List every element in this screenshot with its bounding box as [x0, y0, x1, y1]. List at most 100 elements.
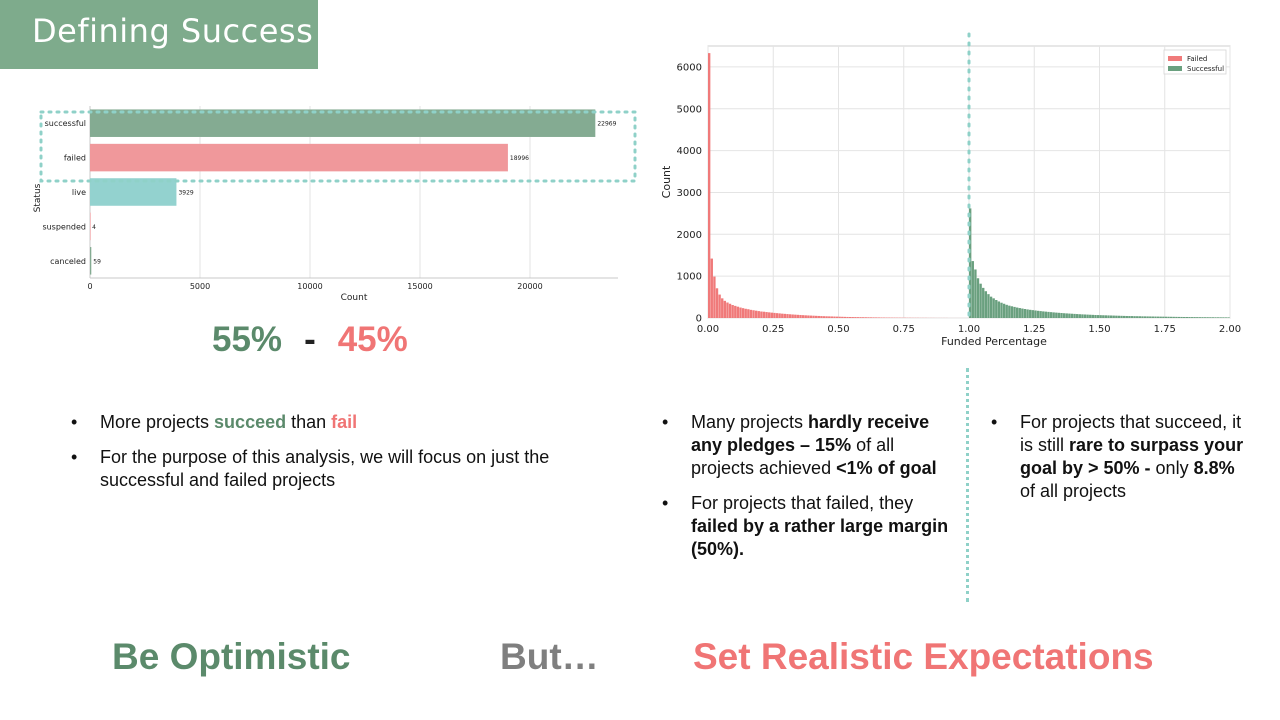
vertical-divider	[966, 368, 969, 602]
hist-bin	[1070, 313, 1074, 318]
hist-bin	[1076, 314, 1079, 318]
highlight-dotted-box	[39, 110, 637, 183]
hist-bin	[1169, 316, 1173, 318]
hist-bin	[1096, 315, 1100, 318]
hist-bin	[864, 317, 867, 318]
y-tick-label: live	[72, 188, 86, 197]
bullet-text: Many projects	[691, 412, 809, 432]
hist-bin	[778, 313, 781, 318]
hist-bin	[851, 317, 854, 318]
hist-bin	[1211, 317, 1215, 318]
series-successful	[969, 208, 1230, 318]
hist-bin	[815, 315, 818, 318]
hist-bin	[1128, 316, 1131, 318]
x-tick-label: 0.75	[893, 324, 915, 335]
hist-bin	[841, 316, 844, 318]
hist-bin	[877, 317, 881, 318]
hist-bin	[1062, 313, 1066, 318]
legend-swatch-successful	[1168, 66, 1182, 71]
hist-bin	[1008, 305, 1011, 318]
hist-bin	[1057, 312, 1061, 318]
x-tick-label: 15000	[407, 282, 432, 291]
hist-bin	[1141, 316, 1144, 318]
hist-bin	[1083, 314, 1087, 318]
hist-bin	[1164, 316, 1168, 318]
hist-bin	[804, 315, 807, 318]
hist-bin	[1109, 315, 1113, 318]
hist-bin	[1068, 313, 1071, 318]
bar-suspended	[90, 212, 91, 241]
y-tick-label: 1000	[677, 272, 702, 283]
hist-bin	[1206, 317, 1209, 318]
hist-bin	[747, 309, 750, 318]
slide-title-banner: Defining Success	[0, 0, 318, 69]
hist-bin	[799, 314, 802, 318]
y-tick-label: 2000	[677, 230, 702, 241]
hist-bin	[1049, 312, 1053, 318]
hist-bin	[708, 53, 711, 319]
y-tick-label: 0	[696, 314, 702, 325]
hist-bin	[992, 298, 995, 318]
status-bar-chart: 0 5000 10000 15000 20000 successful 22969 faile…	[33, 106, 637, 302]
hist-bin	[997, 301, 1001, 318]
hist-bin	[1133, 316, 1136, 318]
hist-bin	[796, 314, 800, 318]
hist-bin	[1047, 311, 1050, 318]
hist-bin	[744, 308, 747, 318]
right-bullet-list: For projects that succeed, it is still r…	[991, 411, 1251, 515]
hist-bin	[807, 315, 810, 318]
hist-bin	[1222, 317, 1225, 318]
bullet-text: of all projects achieved	[691, 435, 895, 478]
hist-bin	[1167, 316, 1170, 318]
hist-bin	[754, 310, 758, 318]
bullet-bold: 8.8%	[1193, 458, 1235, 478]
hist-bin	[1130, 316, 1134, 318]
hist-bin	[979, 283, 982, 318]
hist-bin	[788, 314, 792, 318]
hist-bin	[1151, 316, 1155, 318]
hist-bin	[830, 316, 834, 318]
bullet-text: For projects that failed, they	[691, 493, 914, 513]
hist-bin	[1115, 315, 1118, 318]
hist-bin	[1196, 317, 1199, 318]
x-tick-label: 0.00	[697, 324, 719, 335]
hist-bin	[1146, 316, 1149, 318]
y-tick-label: canceled	[50, 257, 86, 266]
hist-bin	[731, 305, 734, 318]
hist-bin	[1018, 308, 1021, 318]
hist-bin	[969, 208, 972, 318]
hist-bin	[1073, 313, 1076, 318]
hist-bin	[1094, 314, 1097, 318]
hist-bin	[825, 316, 828, 318]
hist-bin	[1023, 309, 1027, 318]
bullet-highlight-succeed: succeed	[214, 412, 287, 432]
fail-percent: 45%	[337, 320, 408, 359]
hist-bin	[1010, 306, 1014, 318]
x-tick-label: 5000	[190, 282, 210, 291]
hist-bin	[1021, 308, 1024, 318]
x-tick-label: 20000	[517, 282, 542, 291]
ratio-separator: -	[304, 320, 316, 359]
hist-bin	[1039, 311, 1042, 318]
hist-bin	[1227, 317, 1230, 318]
hist-bin	[817, 315, 820, 318]
hist-bin	[1185, 316, 1188, 318]
hist-bin	[713, 276, 716, 318]
hist-bin	[1214, 317, 1217, 318]
hist-bin	[1029, 309, 1032, 318]
hist-bin	[1107, 315, 1110, 318]
bullet-bold: hardly receive any pledges – 15%	[691, 412, 930, 455]
hist-bin	[736, 306, 740, 318]
hist-bin	[728, 303, 732, 318]
hist-bin	[786, 314, 789, 318]
hist-bin	[875, 317, 878, 318]
hist-bin	[976, 278, 980, 318]
hist-bin	[1036, 310, 1040, 318]
hist-bin	[1060, 313, 1063, 318]
hist-bin	[1086, 314, 1089, 318]
hist-bin	[710, 258, 713, 318]
list-item: For projects that succeed, it is still r…	[991, 411, 1251, 503]
hist-bin	[1015, 307, 1019, 318]
x-axis-title: Funded Percentage	[941, 335, 1047, 348]
hist-bin	[1180, 316, 1183, 318]
